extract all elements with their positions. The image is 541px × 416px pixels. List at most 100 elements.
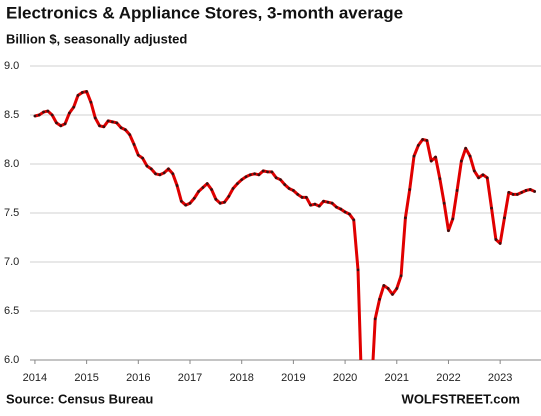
x-tick-label: 2021 (385, 372, 409, 384)
data-point (335, 205, 338, 209)
data-point (63, 122, 67, 126)
data-point (412, 154, 416, 158)
data-point (141, 156, 145, 160)
x-tick-label: 2022 (436, 372, 460, 384)
data-point (68, 111, 71, 115)
data-point (266, 170, 269, 174)
x-tick-label: 2019 (281, 372, 305, 384)
data-point (356, 268, 360, 272)
data-point (205, 182, 209, 186)
data-point (326, 200, 330, 204)
data-point (464, 146, 468, 150)
data-point (455, 189, 459, 192)
data-point (515, 192, 519, 196)
y-tick-label: 9.0 (4, 60, 19, 72)
series-line (34, 89, 536, 360)
data-point (330, 201, 334, 205)
x-tick-label: 2016 (126, 372, 150, 384)
data-point (490, 206, 493, 210)
data-point (434, 155, 437, 159)
data-point (111, 120, 114, 124)
data-point (438, 177, 442, 181)
data-point (382, 284, 386, 287)
data-point (145, 164, 149, 168)
data-point (210, 188, 213, 191)
data-point (425, 139, 429, 142)
data-point (93, 116, 97, 120)
data-point (459, 159, 463, 163)
data-point (386, 287, 390, 290)
y-tick-label: 8.5 (4, 109, 19, 121)
data-point (296, 192, 300, 196)
chart-title: Electronics & Appliance Stores, 3-month … (6, 3, 403, 22)
data-point (528, 188, 532, 191)
data-point (231, 187, 235, 190)
data-point (304, 195, 308, 199)
data-point (373, 317, 377, 321)
data-point (283, 183, 287, 186)
data-point (485, 176, 489, 180)
data-point (451, 217, 455, 221)
data-point (447, 229, 450, 233)
data-point (472, 169, 476, 173)
data-point (507, 191, 511, 194)
data-point (98, 124, 101, 128)
data-point (106, 119, 110, 123)
data-point (429, 159, 433, 163)
data-point (214, 197, 218, 201)
data-point (395, 287, 399, 290)
data-point (119, 126, 123, 130)
brand: WOLFSTREET.com (402, 391, 520, 406)
data-point (72, 105, 76, 109)
x-tick-label: 2023 (488, 372, 512, 384)
data-point (533, 190, 537, 193)
data-point (158, 173, 162, 177)
data-point (162, 171, 166, 175)
data-point (188, 201, 192, 205)
data-point (154, 172, 157, 176)
data-point (317, 204, 321, 208)
data-point (179, 199, 183, 203)
data-point (524, 189, 528, 192)
data-point (498, 241, 502, 245)
data-point (136, 153, 140, 157)
data-point (123, 128, 127, 132)
data-point (322, 199, 325, 203)
data-point (33, 114, 37, 118)
data-point (481, 173, 485, 177)
x-tick-label: 2014 (23, 372, 47, 384)
data-point (132, 143, 136, 146)
data-point (270, 170, 274, 174)
x-tick-label: 2018 (229, 372, 253, 384)
source: Source: Census Bureau (6, 391, 153, 406)
data-point (37, 113, 41, 117)
data-point (399, 274, 403, 278)
data-point (309, 203, 313, 207)
chart-subtitle: Billion $, seasonally adjusted (6, 31, 187, 46)
data-point (347, 212, 351, 216)
data-point (80, 91, 84, 94)
data-point (313, 202, 317, 206)
data-point (300, 195, 304, 199)
data-point (503, 216, 506, 220)
data-point (197, 190, 201, 193)
y-tick-label: 8.0 (4, 158, 19, 170)
plot-area (33, 89, 537, 411)
data-point (291, 189, 295, 192)
data-point (50, 113, 54, 117)
data-point (416, 143, 420, 147)
data-point (248, 173, 252, 177)
data-point (128, 133, 132, 137)
data-point (171, 172, 175, 176)
data-point (240, 178, 244, 182)
y-tick-label: 7.0 (4, 256, 19, 268)
data-point (192, 196, 196, 200)
y-tick-label: 7.5 (4, 207, 19, 219)
data-point (468, 154, 472, 158)
data-point (253, 172, 257, 176)
data-point (175, 184, 179, 187)
data-point (361, 408, 364, 411)
data-point (274, 176, 278, 180)
